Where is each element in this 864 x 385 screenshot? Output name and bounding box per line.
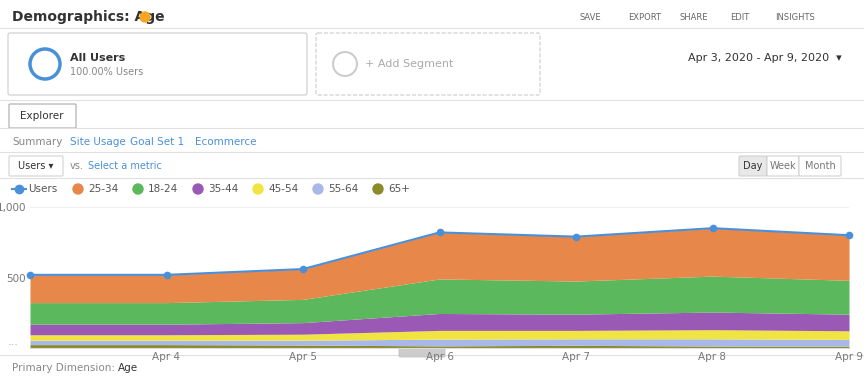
- Bar: [60, 308, 67, 315]
- Circle shape: [313, 184, 323, 194]
- Text: Summary: Summary: [12, 137, 62, 147]
- Text: INSIGHTS: INSIGHTS: [775, 12, 815, 22]
- Text: All Users: All Users: [70, 53, 125, 63]
- Text: Ecommerce: Ecommerce: [195, 137, 257, 147]
- Point: [160, 272, 174, 278]
- Text: 18-24: 153: 18-24: 153: [70, 268, 119, 278]
- Point: [706, 225, 720, 231]
- FancyBboxPatch shape: [767, 156, 799, 176]
- FancyBboxPatch shape: [9, 156, 63, 176]
- Text: Month: Month: [804, 161, 835, 171]
- Text: Apr 3, 2020 - Apr 9, 2020  ▾: Apr 3, 2020 - Apr 9, 2020 ▾: [689, 53, 842, 63]
- Text: 35-44: 75: 35-44: 75: [70, 281, 113, 291]
- Bar: [60, 321, 67, 328]
- Text: Users: 519: Users: 519: [70, 243, 118, 251]
- Bar: [60, 256, 67, 263]
- FancyBboxPatch shape: [50, 221, 189, 333]
- Point: [842, 232, 856, 238]
- Circle shape: [373, 184, 383, 194]
- Text: SHARE: SHARE: [680, 12, 708, 22]
- Point: [296, 266, 310, 272]
- Text: 55-64: 55-64: [328, 184, 359, 194]
- Text: EDIT: EDIT: [730, 12, 749, 22]
- Text: 25-34: 197: 25-34: 197: [70, 256, 119, 264]
- Text: ...: ...: [8, 337, 19, 347]
- Text: Day: Day: [743, 161, 763, 171]
- Circle shape: [140, 12, 150, 22]
- FancyBboxPatch shape: [799, 156, 841, 176]
- Text: 65+: 65+: [388, 184, 410, 194]
- Text: + Add Segment: + Add Segment: [365, 59, 454, 69]
- Text: SAVE: SAVE: [580, 12, 601, 22]
- Text: Select a metric: Select a metric: [88, 161, 162, 171]
- Text: 35-44: 35-44: [208, 184, 238, 194]
- Bar: [60, 243, 67, 250]
- Text: 55-64: 31: 55-64: 31: [70, 308, 113, 316]
- Text: Users: Users: [28, 184, 57, 194]
- FancyBboxPatch shape: [9, 104, 76, 128]
- Text: 100.00% Users: 100.00% Users: [70, 67, 143, 77]
- Point: [433, 229, 447, 236]
- Text: Primary Dimension:: Primary Dimension:: [12, 363, 115, 373]
- Text: Explorer: Explorer: [20, 111, 64, 121]
- Text: vs.: vs.: [70, 161, 84, 171]
- Text: 18-24: 18-24: [148, 184, 178, 194]
- Text: 45-54: 39: 45-54: 39: [70, 295, 113, 303]
- Point: [569, 234, 583, 240]
- Text: Users ▾: Users ▾: [18, 161, 54, 171]
- Text: Age: Age: [118, 363, 138, 373]
- Bar: [0, 0, 864, 28]
- Text: Goal Set 1: Goal Set 1: [130, 137, 184, 147]
- Text: Week: Week: [770, 161, 797, 171]
- Text: Demographics: Age: Demographics: Age: [12, 10, 165, 24]
- Bar: [60, 269, 67, 276]
- FancyBboxPatch shape: [399, 347, 445, 357]
- Text: EXPORT: EXPORT: [628, 12, 661, 22]
- Bar: [0, 28, 864, 100]
- Bar: [60, 282, 67, 289]
- FancyBboxPatch shape: [739, 156, 767, 176]
- Text: Saturday, April 4, 2020: Saturday, April 4, 2020: [60, 231, 177, 239]
- Circle shape: [253, 184, 263, 194]
- Text: Site Usage: Site Usage: [70, 137, 126, 147]
- Bar: [60, 295, 67, 302]
- FancyBboxPatch shape: [8, 33, 307, 95]
- Text: 45-54: 45-54: [268, 184, 298, 194]
- Circle shape: [73, 184, 83, 194]
- Text: 25-34: 25-34: [88, 184, 118, 194]
- Circle shape: [133, 184, 143, 194]
- FancyBboxPatch shape: [316, 33, 540, 95]
- Text: 65+: 24: 65+: 24: [70, 320, 106, 330]
- Point: [23, 272, 37, 278]
- Circle shape: [193, 184, 203, 194]
